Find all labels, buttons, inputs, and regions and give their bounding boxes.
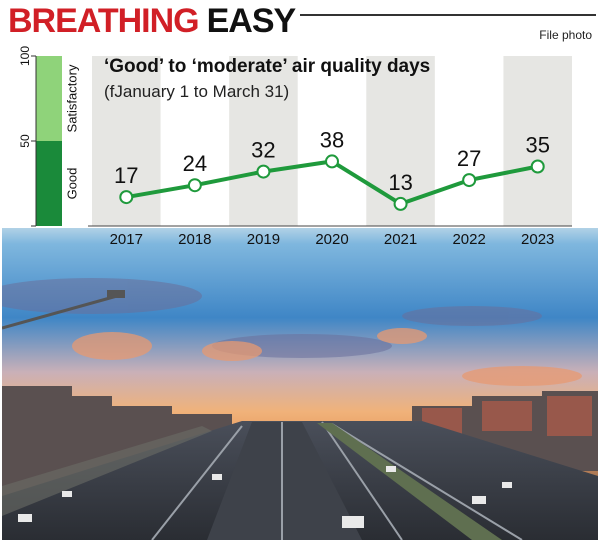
data-point-2021 (393, 196, 408, 211)
data-point-2017 (119, 190, 134, 205)
column-shade-2019 (229, 56, 298, 226)
band-label-good: Good (64, 168, 79, 200)
data-point-2023 (530, 159, 545, 174)
data-point-2019 (256, 164, 271, 179)
chart: Good Satisfactory 100 50 2017 2018 2019 2020 202… (0, 46, 600, 248)
scale-tick-label-100: 100 (18, 46, 32, 66)
data-label-2020: 38 (320, 127, 344, 152)
x-tick-label-2017: 2017 (110, 231, 143, 248)
data-point-2018 (187, 178, 202, 193)
data-label-2021: 13 (388, 170, 412, 195)
band-good (36, 141, 62, 226)
headline-part-2: EASY (206, 2, 297, 40)
scale-tick-label-50: 50 (18, 134, 32, 148)
headline-part-1: BREATHING (8, 2, 200, 40)
x-tick-label-2023: 2023 (521, 231, 554, 248)
column-shade-2023 (503, 56, 572, 226)
headline-rule (300, 14, 596, 16)
photo-credit: File photo (539, 28, 592, 42)
data-label-2018: 24 (183, 151, 207, 176)
data-label-2019: 32 (251, 138, 275, 163)
x-tick-label-2018: 2018 (178, 231, 211, 248)
chart-title: ‘Good’ to ‘moderate’ air quality days (104, 56, 431, 77)
data-label-2022: 27 (457, 146, 481, 171)
data-point-2020 (325, 154, 339, 169)
x-tick-label-2022: 2022 (452, 231, 485, 248)
data-label-2023: 35 (525, 133, 549, 158)
x-tick-label-2020: 2020 (315, 231, 348, 248)
x-tick-label-2021: 2021 (384, 231, 417, 248)
x-tick-label-2019: 2019 (247, 231, 280, 248)
chart-subtitle: (fJanuary 1 to March 31) (104, 82, 290, 101)
data-point-2022 (462, 173, 477, 188)
data-label-2017: 17 (114, 163, 138, 188)
band-label-satisfactory: Satisfactory (64, 64, 79, 132)
band-satisfactory (36, 56, 62, 141)
headline: BREATHING EASY (8, 2, 297, 42)
